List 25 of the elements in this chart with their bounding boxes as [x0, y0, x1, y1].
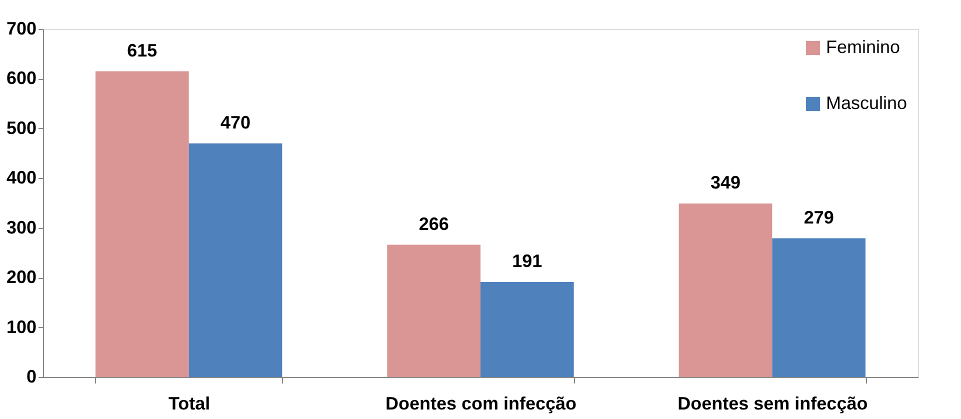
bar: [387, 244, 480, 377]
bar: [480, 282, 574, 377]
y-tick-label: 100: [6, 316, 36, 337]
data-label: 470: [220, 112, 251, 132]
y-tick-label: 500: [6, 118, 36, 138]
data-label: 349: [710, 172, 741, 192]
data-label: 191: [512, 251, 542, 272]
y-tick-label: 0: [26, 366, 36, 386]
y-tick-label: 300: [6, 217, 36, 238]
y-tick-label: 200: [6, 267, 36, 288]
bar: [772, 238, 866, 377]
x-tick-label: Total: [168, 394, 210, 414]
x-tick-label: Doentes com infecção: [385, 394, 577, 414]
y-tick-label: 700: [6, 18, 36, 38]
y-tick-label: 400: [6, 168, 36, 188]
y-tick-label: 600: [6, 68, 36, 88]
data-label: 266: [418, 214, 449, 234]
data-label: 615: [127, 40, 158, 60]
legend-label: Masculino: [826, 93, 908, 113]
legend-label: Feminino: [826, 37, 900, 57]
bar: [678, 203, 772, 377]
bar: [96, 71, 189, 377]
bar: [188, 143, 282, 377]
data-label: 279: [804, 207, 834, 228]
x-tick-label: Doentes sem infecção: [678, 394, 868, 414]
